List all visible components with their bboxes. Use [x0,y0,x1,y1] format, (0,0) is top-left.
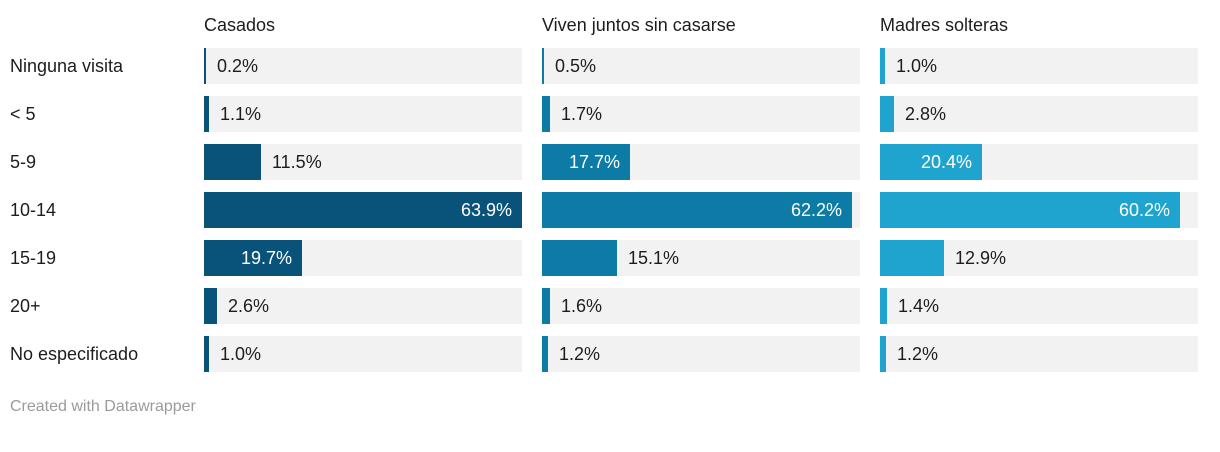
value-label: 60.2% [1118,200,1170,220]
value-label: 0.2% [217,56,259,76]
bar [204,288,217,324]
value-label: 20.4% [920,152,972,172]
bar [204,144,261,180]
bar [880,144,982,180]
bar [880,336,886,372]
value-label: 1.1% [220,104,262,124]
bar-track: 1.1% [204,96,522,132]
value-label: 0.5% [555,56,597,76]
chart-row: 20+ 2.6% 1.6% 1.4% [10,288,1198,324]
bar-track: 63.9% [204,192,522,228]
bar [880,240,944,276]
bar-track: 1.7% [542,96,860,132]
value-label: 1.6% [561,296,603,316]
bar-track: 1.2% [880,336,1198,372]
bar-track: 2.6% [204,288,522,324]
bar-track: 60.2% [880,192,1198,228]
value-label: 1.0% [220,344,262,364]
value-label: 62.2% [790,200,842,220]
bar [880,192,1180,228]
bar [542,96,550,132]
bar [204,96,209,132]
category-label: Ninguna visita [10,56,124,76]
value-label: 1.2% [559,344,601,364]
bar [542,336,548,372]
bar [880,288,887,324]
bar-track: 1.0% [880,48,1198,84]
bar [204,192,522,228]
series-header: Casados [204,15,276,35]
chart-row: 5-9 11.5% 17.7% 20.4% [10,144,1198,180]
value-label: 1.2% [897,344,939,364]
bar [542,144,630,180]
series-header: Viven juntos sin casarse [542,15,736,35]
bar-track: 2.8% [880,96,1198,132]
value-label: 12.9% [955,248,1007,268]
category-label: No especificado [10,344,139,364]
bar [542,240,617,276]
bar-track: 0.5% [542,48,860,84]
value-label: 15.1% [628,248,680,268]
bar-track: 20.4% [880,144,1198,180]
bar [880,48,885,84]
chart-row: 15-19 19.7% 15.1% 12.9% [10,240,1198,276]
value-label: 1.0% [896,56,938,76]
bar-track: 12.9% [880,240,1198,276]
chart-row: < 5 1.1% 1.7% 2.8% [10,96,1198,132]
category-label: 5-9 [10,152,37,172]
value-label: 17.7% [568,152,620,172]
value-label: 2.6% [228,296,270,316]
value-label: 1.7% [561,104,603,124]
category-label: 20+ [10,296,41,316]
category-label: < 5 [10,104,36,124]
category-label: 15-19 [10,248,57,268]
value-label: 11.5% [272,152,322,172]
chart-row: No especificado 1.0% 1.2% 1.2% [10,336,1198,372]
bar [204,336,209,372]
datawrapper-attribution: Created with Datawrapper [10,398,196,415]
value-label: 19.7% [240,248,292,268]
bar [542,192,852,228]
bar [542,48,544,84]
bar [204,48,206,84]
bar-track: 1.4% [880,288,1198,324]
category-label: 10-14 [10,200,57,220]
bar-track: 17.7% [542,144,860,180]
bar-track: 15.1% [542,240,860,276]
series-header: Madres solteras [880,15,1009,35]
chart-row: 10-14 63.9% 62.2% 60.2% [10,192,1198,228]
bar-track: 62.2% [542,192,860,228]
value-label: 2.8% [905,104,947,124]
column-headers: Casados Viven juntos sin casarse Madres so… [10,10,1198,40]
bar [204,240,302,276]
value-label: 1.4% [898,296,940,316]
bar-track: 0.2% [204,48,522,84]
chart-row: Ninguna visita 0.2% 0.5% 1.0% [10,48,1198,84]
chart-rows: Ninguna visita 0.2% 0.5% 1.0% < 5 1.1% 1.7% 2.8… [10,48,1198,372]
bar [880,96,894,132]
bar [542,288,550,324]
bar-track: 1.6% [542,288,860,324]
bar-track: 19.7% [204,240,522,276]
bar-track: 1.0% [204,336,522,372]
value-label: 63.9% [460,200,512,220]
bar-track: 11.5% [204,144,522,180]
bar-track: 1.2% [542,336,860,372]
